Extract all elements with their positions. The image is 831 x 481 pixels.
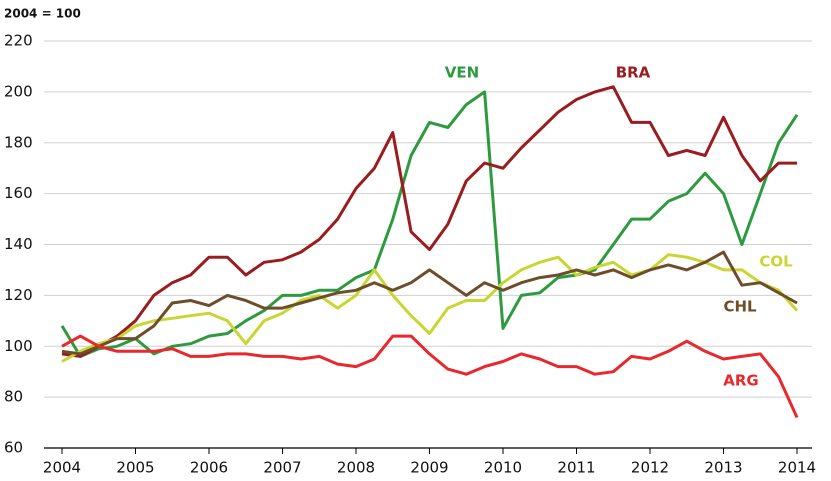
x-tick-label: 2007 (263, 459, 301, 477)
y-tick-label: 60 (4, 439, 23, 457)
y-tick-label: 120 (4, 286, 33, 304)
x-tick-label: 2009 (410, 459, 448, 477)
series-label: BRA (616, 64, 651, 82)
x-tick-label: 2014 (778, 459, 816, 477)
x-tick-label: 2006 (190, 459, 228, 477)
series-line (61, 334, 799, 419)
x-tick-label: 2013 (704, 459, 742, 477)
y-tick-label: 100 (4, 337, 33, 355)
series-label: COL (759, 253, 793, 271)
series-label: CHL (723, 298, 757, 316)
y-tick-label: 200 (4, 82, 33, 100)
chart-title: 2004 = 100 (4, 7, 81, 21)
series-label: ARG (723, 372, 758, 390)
y-tick-label: 220 (4, 32, 33, 50)
x-tick-label: 2012 (631, 459, 669, 477)
y-tick-label: 140 (4, 235, 33, 253)
series-line (60, 90, 799, 358)
x-tick-label: 2004 (43, 459, 81, 477)
series-line (61, 250, 798, 356)
x-tick-label: 2005 (116, 459, 154, 477)
y-tick-label: 180 (4, 133, 33, 151)
x-tick-label: 2010 (484, 459, 522, 477)
y-tick-label: 80 (4, 388, 23, 406)
x-tick-label: 2008 (337, 459, 375, 477)
series-line (61, 253, 799, 363)
series-line (61, 85, 797, 358)
x-tick-label: 2011 (557, 459, 595, 477)
y-tick-label: 160 (4, 184, 33, 202)
series-label: VEN (445, 64, 479, 82)
